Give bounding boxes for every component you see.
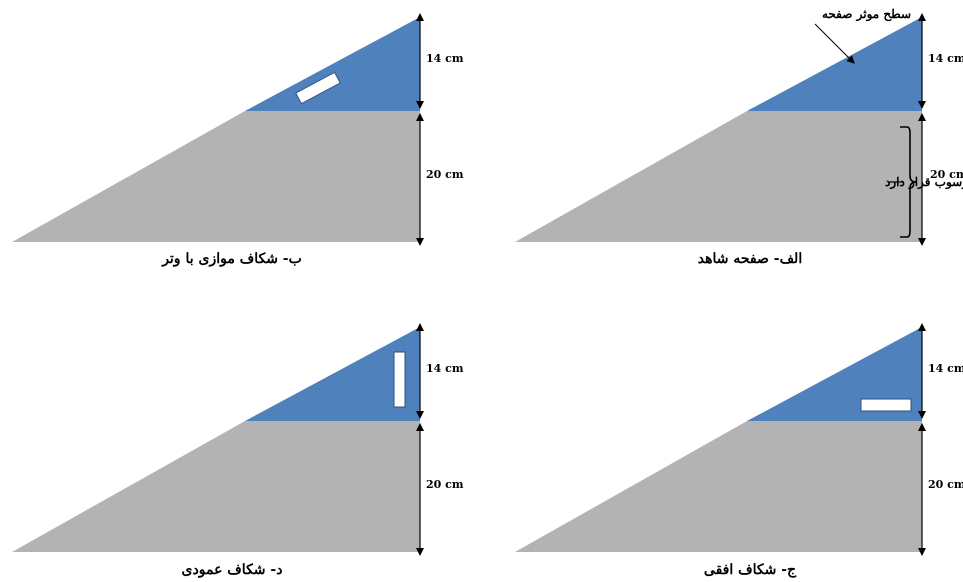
dim-label-bottom: 20 cm [930,168,963,181]
caption: ج- شکاف افقی [704,562,797,578]
caption: ب- شکاف موازی با وتر [161,251,302,267]
gray-region [12,421,420,552]
effective-surface-label: سطح موثر صفحه [822,7,911,22]
gray-region [515,111,922,242]
dim-label-bottom: 20 cm [426,168,464,181]
caption: د- شکاف عمودی [182,562,283,578]
blue-region [245,17,420,111]
pointer-arrow [814,23,855,64]
caption: الف- صفحه شاهد [698,251,802,267]
panel-b: 14 cm 20 cm ب- شکاف موازی با وتر [12,13,464,267]
panel-a: 14 cm 20 cm سطح موثر صفحه قسمتی که در رس… [515,7,963,267]
dim-label-top: 14 cm [928,52,963,65]
slot-vertical [393,351,406,408]
sediment-part-label: قسمتی که در رسوب قرار دارد [885,175,963,190]
dim-label-top: 14 cm [426,52,464,65]
gray-region [12,111,420,242]
dim-label-bottom: 20 cm [928,478,963,491]
blue-region [747,327,922,421]
dim-label-bottom: 20 cm [426,478,464,491]
slot-horizontal [860,398,912,412]
blue-region [747,17,922,111]
panel-d: 14 cm 20 cm د- شکاف عمودی [12,323,464,578]
slot-parallel [295,71,341,105]
gray-region [515,421,922,552]
dim-label-top: 14 cm [928,362,963,375]
panel-c: 14 cm 20 cm ج- شکاف افقی [515,323,963,578]
dim-label-top: 14 cm [426,362,464,375]
blue-region [245,327,420,421]
brace-icon [900,126,917,238]
